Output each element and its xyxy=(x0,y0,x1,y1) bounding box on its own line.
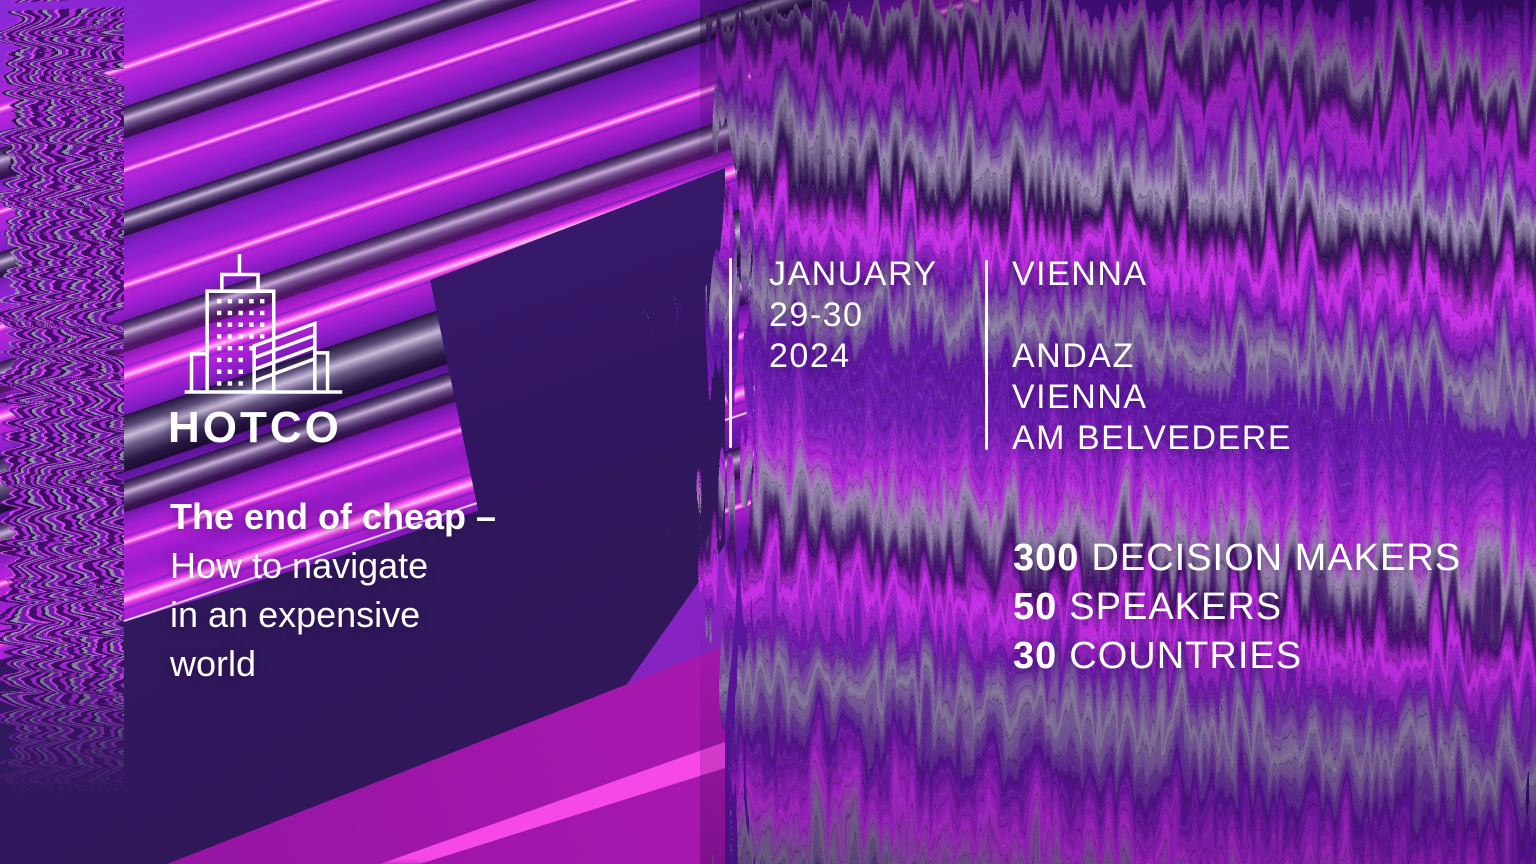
venue-line: VIENNA xyxy=(1012,378,1148,416)
venue-line: AM BELVEDERE xyxy=(1012,419,1293,457)
event-year: 2024 xyxy=(769,337,851,375)
glitch-texture-left xyxy=(0,0,124,796)
stat-label: DECISION MAKERS xyxy=(1091,537,1462,579)
event-date: JANUARY 29-30 2024 xyxy=(769,254,938,377)
tagline-line: in an expensive xyxy=(170,594,421,635)
brand-name: HOTCO xyxy=(168,403,342,452)
stat-value: 30 xyxy=(1013,635,1058,677)
event-stats: 300 DECISION MAKERS 50 SPEAKERS 30 COUNTRIE… xyxy=(1013,534,1461,681)
event-venue: ANDAZ VIENNA AM BELVEDERE xyxy=(1012,336,1292,459)
stat-label: COUNTRIES xyxy=(1069,635,1303,677)
window-dots xyxy=(216,299,265,386)
brand-block: HOTCO xyxy=(168,248,354,450)
event-days: 29-30 xyxy=(769,296,864,334)
tagline-line: The end of cheap – xyxy=(170,496,497,537)
glitch-texture-right xyxy=(700,0,1536,864)
divider-line xyxy=(985,260,988,450)
event-city: VIENNA xyxy=(1012,255,1148,293)
right-shade-overlay xyxy=(700,0,1536,864)
tagline-line: How to navigate xyxy=(170,545,429,586)
stat-label: SPEAKERS xyxy=(1069,586,1283,628)
divider-line xyxy=(729,258,732,448)
tagline-line: world xyxy=(170,643,257,684)
venue-line: ANDAZ xyxy=(1012,337,1135,375)
stat-row: 30 COUNTRIES xyxy=(1013,632,1461,681)
event-month: JANUARY xyxy=(769,255,938,293)
city-buildings-icon xyxy=(184,253,343,394)
stat-row: 50 SPEAKERS xyxy=(1013,583,1461,632)
stat-value: 300 xyxy=(1013,537,1080,579)
stat-row: 300 DECISION MAKERS xyxy=(1013,534,1461,583)
tagline: The end of cheap – How to navigate in an… xyxy=(170,492,496,688)
stat-value: 50 xyxy=(1013,586,1058,628)
